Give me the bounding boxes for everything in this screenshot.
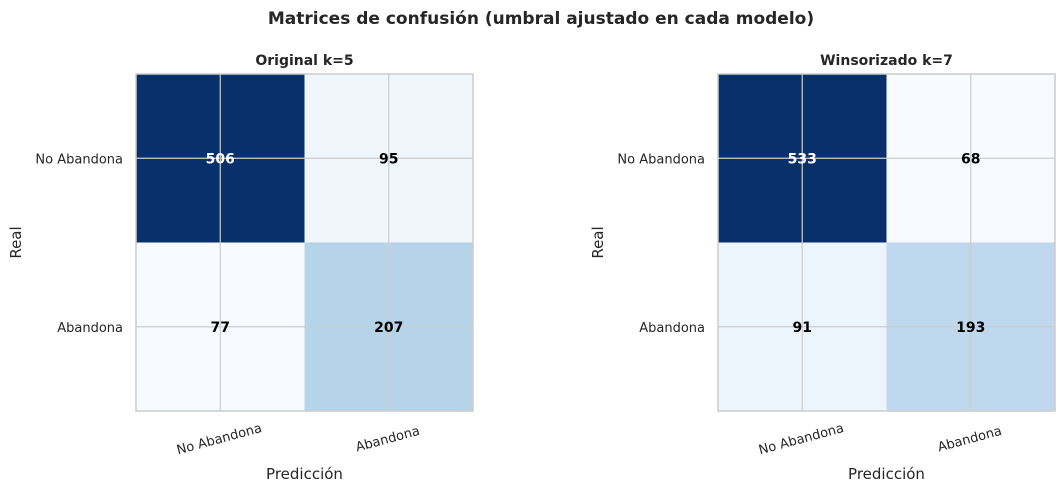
cell-value-label: 91 xyxy=(793,320,812,336)
axes-frame xyxy=(717,73,1056,412)
y-tick-label: No Abandona xyxy=(617,152,705,167)
x-tick-label: Abandona xyxy=(354,424,421,456)
y-axis-label: Real xyxy=(7,226,25,258)
cell-value-label: 207 xyxy=(374,320,403,336)
cell-value-label: 77 xyxy=(211,320,230,336)
x-tick-label: No Abandona xyxy=(757,421,845,458)
y-tick-label: Abandona xyxy=(639,321,705,336)
cell-value-label: 533 xyxy=(788,151,817,167)
figure-title: Matrices de confusión (umbral ajustado e… xyxy=(268,9,814,29)
heatmap-panel-1: Original k=5 506 95 77 207 No Abandona Abandon… xyxy=(7,53,474,483)
panel-title: Winsorizado k=7 xyxy=(820,53,953,69)
y-tick-label: Abandona xyxy=(57,321,123,336)
cell-value-label: 193 xyxy=(956,320,985,336)
x-axis-label: Predicción xyxy=(848,465,925,483)
x-axis-label: Predicción xyxy=(266,465,343,483)
panel-title: Original k=5 xyxy=(255,53,353,69)
x-tick-label: Abandona xyxy=(936,424,1003,456)
heatmap-panel-2: Winsorizado k=7 533 68 91 193 No Abandona Aban… xyxy=(589,53,1056,483)
cell-value-label: 506 xyxy=(206,151,235,167)
x-tick-label: No Abandona xyxy=(175,421,263,458)
y-tick-label: No Abandona xyxy=(35,152,123,167)
axes-frame xyxy=(135,73,474,412)
panels: Original k=5 506 95 77 207 No Abandona Abandon… xyxy=(7,53,1056,483)
y-axis-label: Real xyxy=(589,226,607,258)
cell-value-label: 95 xyxy=(379,151,398,167)
cell-value-label: 68 xyxy=(961,151,980,167)
